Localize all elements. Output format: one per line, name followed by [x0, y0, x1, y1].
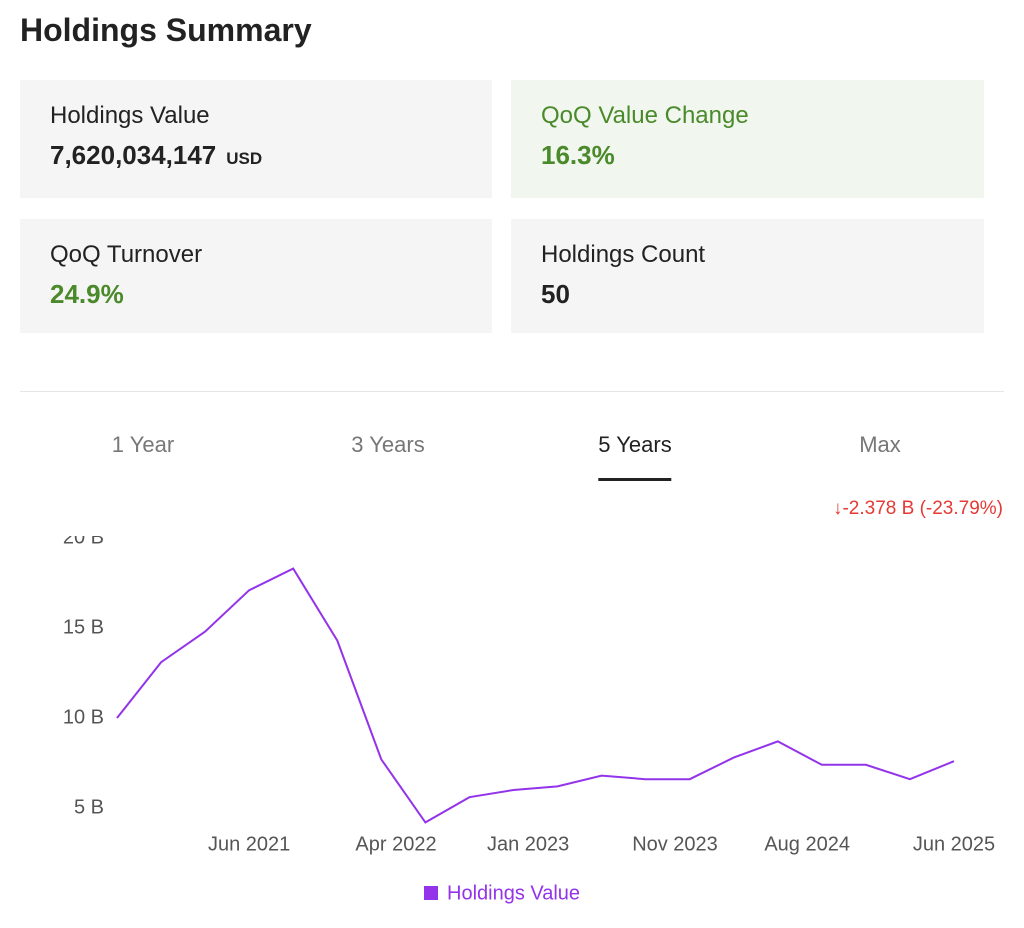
- legend-label: Holdings Value: [447, 882, 580, 904]
- y-tick-label: 5 B: [74, 796, 104, 818]
- card: QoQ Turnover 24.9%: [20, 219, 492, 333]
- card-label: QoQ Value Change: [541, 102, 749, 129]
- card-value: 50: [541, 279, 570, 309]
- data-line: [116, 567, 955, 824]
- x-tick-label: Jun 2025: [913, 833, 995, 855]
- value: 7,620,034,147: [50, 140, 217, 170]
- y-tick-label: 15 B: [63, 616, 104, 638]
- tab[interactable]: Max: [859, 432, 901, 457]
- x-tick-label: Aug 2024: [764, 833, 850, 855]
- card: Holdings Count 50: [511, 219, 984, 333]
- card-value: 16.3%: [541, 140, 615, 170]
- x-tick-label: Jun 2021: [208, 833, 290, 855]
- change-annotation: ↓-2.378 B (-23.79%): [833, 498, 1003, 519]
- page-title: Holdings Summary: [20, 12, 312, 48]
- chart: ↓-2.378 B (-23.79%) 5 B 10 B 15 B 20 B Jun …: [63, 498, 1003, 904]
- y-tick-label: 20 B: [63, 526, 104, 548]
- x-tick-label: Jan 2023: [487, 833, 569, 855]
- card: Holdings Value 7,620,034,147 USD: [20, 80, 492, 198]
- card-value: 24.9%: [50, 279, 124, 309]
- legend-swatch: [424, 886, 438, 900]
- card: QoQ Value Change 16.3%: [511, 80, 984, 198]
- y-axis: 5 B 10 B 15 B 20 B: [63, 526, 104, 818]
- x-tick-label: Nov 2023: [632, 833, 718, 855]
- separator: [20, 391, 1004, 392]
- x-tick-label: Apr 2022: [355, 833, 436, 855]
- tab[interactable]: 3 Years: [351, 432, 425, 457]
- tab[interactable]: 1 Year: [111, 432, 175, 457]
- unit: USD: [226, 149, 263, 168]
- card-label: Holdings Count: [541, 241, 706, 268]
- tab[interactable]: 5 Years: [598, 432, 672, 481]
- y-tick-label: 10 B: [63, 706, 104, 728]
- card-value: 7,620,034,147 USD: [50, 140, 462, 171]
- card-label: QoQ Turnover: [50, 241, 203, 268]
- card-label: Holdings Value: [50, 102, 210, 129]
